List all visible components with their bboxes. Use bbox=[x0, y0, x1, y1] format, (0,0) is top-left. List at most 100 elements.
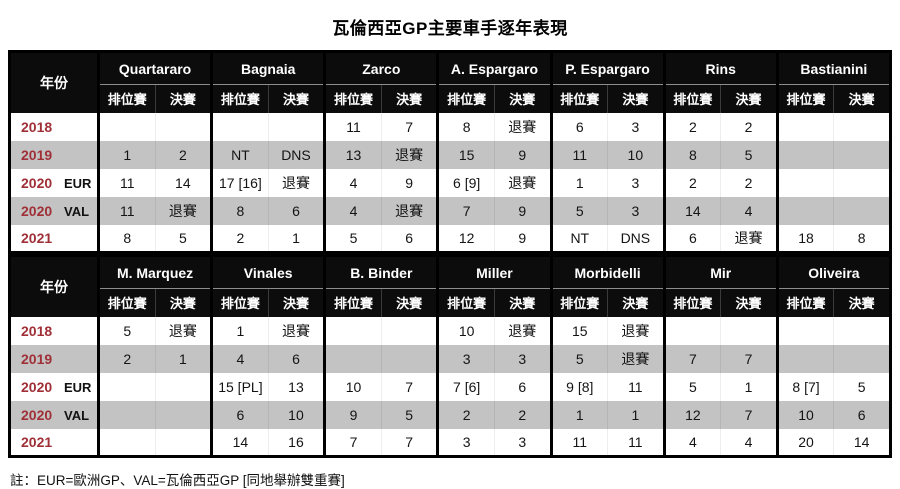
gp-variant-label: VAL bbox=[64, 203, 90, 219]
qualifying-header: 排位賽 bbox=[323, 288, 382, 317]
result-cell: 6 bbox=[267, 196, 325, 225]
year-column-header: 年份 bbox=[9, 51, 100, 113]
result-cell: 15 bbox=[436, 140, 495, 169]
result-cell bbox=[775, 168, 834, 197]
result-cell: 11 bbox=[549, 140, 608, 169]
race-header: 決賽 bbox=[154, 84, 212, 113]
result-cell: 5 bbox=[323, 224, 382, 253]
rider-name-header: Morbidelli bbox=[549, 255, 665, 289]
result-cell: 5 bbox=[380, 400, 438, 429]
year-label: 2020 bbox=[21, 174, 53, 191]
result-cell: 5 bbox=[720, 140, 778, 169]
qualifying-header: 排位賽 bbox=[662, 288, 721, 317]
result-cell: 9 bbox=[380, 168, 438, 197]
result-cell: 3 bbox=[607, 112, 665, 141]
result-cell: 8 bbox=[662, 140, 721, 169]
qualifying-header: 排位賽 bbox=[775, 288, 834, 317]
year-label: 2019 bbox=[21, 146, 53, 163]
qualifying-header: 排位賽 bbox=[210, 288, 269, 317]
result-cell: 2 bbox=[720, 168, 778, 197]
result-cell: 3 bbox=[607, 196, 665, 225]
result-cell: 6 bbox=[210, 400, 269, 429]
result-cell: 8 [7] bbox=[775, 372, 834, 401]
year-label: 2020 bbox=[21, 406, 53, 423]
result-cell: 3 bbox=[607, 168, 665, 197]
qualifying-header: 排位賽 bbox=[549, 84, 608, 113]
result-cell: 2 bbox=[436, 400, 495, 429]
result-cell: 7 bbox=[436, 196, 495, 225]
race-header: 決賽 bbox=[720, 84, 778, 113]
qualifying-header: 排位賽 bbox=[436, 84, 495, 113]
race-header: 決賽 bbox=[493, 84, 551, 113]
result-cell: 14 bbox=[833, 428, 891, 457]
year-cell: 2020 VAL bbox=[9, 400, 99, 429]
result-cell bbox=[720, 316, 778, 345]
result-cell: 1 bbox=[549, 400, 608, 429]
result-cell bbox=[775, 112, 834, 141]
race-header: 決賽 bbox=[720, 288, 778, 317]
result-cell: 17 [16] bbox=[210, 168, 269, 197]
result-cell: 7 bbox=[380, 428, 438, 457]
subheader-row: 排位賽 決賽 排位賽 決賽 排位賽 決賽 排位賽 決賽 排位賽 決賽 排位賽 決賽 排位賽 決賽 bbox=[10, 288, 891, 317]
result-cell bbox=[97, 372, 156, 401]
result-cell: 4 bbox=[720, 196, 778, 225]
qualifying-header: 排位賽 bbox=[549, 288, 608, 317]
table-row: 2018 11 7 8 退賽 6 3 2 2 bbox=[10, 112, 891, 141]
result-cell: 15 [PL] bbox=[210, 372, 269, 401]
result-cell: 2 bbox=[97, 344, 156, 373]
result-cell: 2 bbox=[493, 400, 551, 429]
result-cell bbox=[833, 112, 891, 141]
gp-variant-label: EUR bbox=[64, 175, 92, 191]
result-cell: 10 bbox=[323, 372, 382, 401]
race-header: 決賽 bbox=[493, 288, 551, 317]
result-cell bbox=[775, 344, 834, 373]
qualifying-header: 排位賽 bbox=[662, 84, 721, 113]
result-cell: 5 bbox=[549, 196, 608, 225]
result-cell: 退賽 bbox=[720, 224, 778, 253]
result-cell bbox=[833, 196, 891, 225]
result-cell bbox=[833, 140, 891, 169]
result-cell: 8 bbox=[210, 196, 269, 225]
table-row: 2020 VAL 6 10 9 5 2 2 1 1 12 7 10 6 bbox=[9, 400, 891, 429]
result-cell: 16 bbox=[267, 428, 325, 457]
rider-name-header: A. Espargaro bbox=[436, 51, 551, 85]
result-cell: 退賽 bbox=[267, 168, 325, 197]
result-cell bbox=[662, 316, 721, 345]
result-cell: 5 bbox=[833, 372, 891, 401]
result-cell: 10 bbox=[775, 400, 834, 429]
result-cell: 2 bbox=[154, 140, 212, 169]
result-cell: 5 bbox=[549, 344, 608, 373]
result-cell bbox=[833, 344, 891, 373]
year-cell: 2020 VAL bbox=[9, 196, 99, 225]
result-cell: 8 bbox=[436, 112, 495, 141]
result-cell: 8 bbox=[833, 224, 891, 253]
result-cell: 6 bbox=[833, 400, 891, 429]
result-cell: 4 bbox=[323, 168, 382, 197]
result-cell: NT bbox=[210, 140, 269, 169]
race-header: 決賽 bbox=[607, 84, 665, 113]
qualifying-header: 排位賽 bbox=[436, 288, 495, 317]
result-cell: 2 bbox=[662, 112, 721, 141]
result-cell bbox=[833, 316, 891, 345]
result-cell: 9 bbox=[493, 224, 551, 253]
rider-name-header: Mir bbox=[662, 255, 778, 289]
result-cell: 3 bbox=[436, 344, 495, 373]
result-cell: 3 bbox=[493, 344, 551, 373]
result-cell bbox=[97, 400, 156, 429]
result-cell: 退賽 bbox=[493, 112, 551, 141]
result-cell bbox=[97, 112, 156, 141]
rider-name-header: Zarco bbox=[323, 51, 438, 85]
result-cell: 7 [6] bbox=[436, 372, 495, 401]
result-cell: 1 bbox=[720, 372, 778, 401]
rider-name-header: M. Marquez bbox=[96, 255, 212, 289]
race-header: 決賽 bbox=[380, 288, 438, 317]
result-cell: DNS bbox=[607, 224, 665, 253]
rider-header-row: 年份 Quartararo Bagnaia Zarco A. Espargaro P. E… bbox=[9, 51, 891, 113]
race-header: 決賽 bbox=[154, 288, 212, 317]
race-header: 決賽 bbox=[833, 288, 891, 317]
year-label: 2018 bbox=[21, 322, 53, 339]
year-label: 2019 bbox=[21, 350, 53, 367]
result-cell: 7 bbox=[720, 344, 778, 373]
rider-name-header: Bastianini bbox=[775, 51, 891, 85]
